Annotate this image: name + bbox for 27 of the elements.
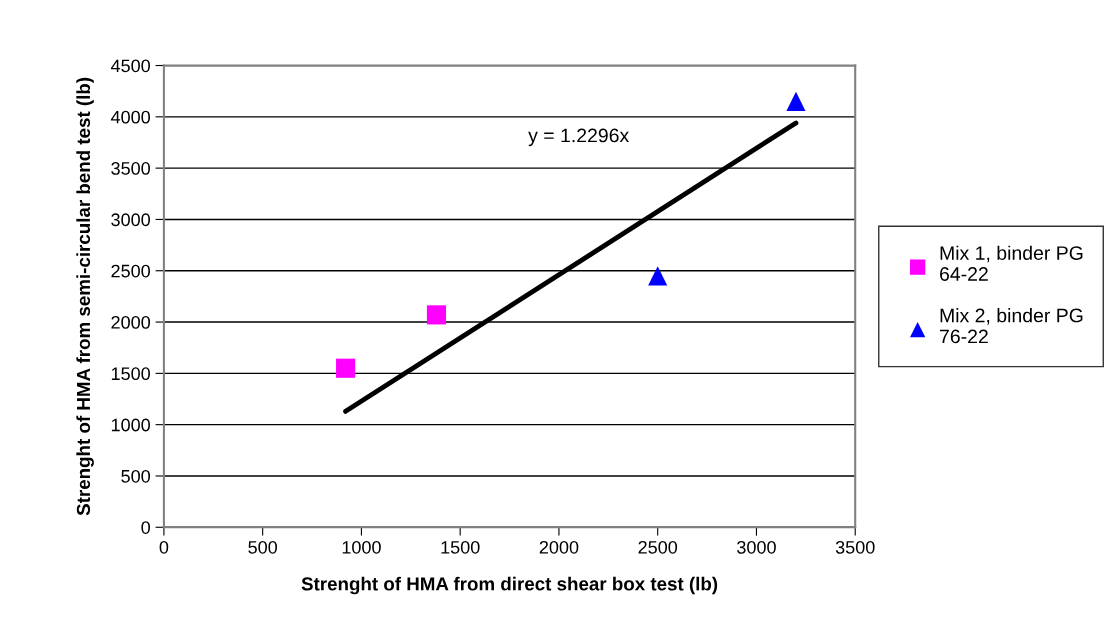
y-tick-label: 2000 xyxy=(111,315,151,329)
point xyxy=(426,305,447,325)
point xyxy=(336,358,356,378)
y-tick-label: 4500 xyxy=(110,59,151,73)
y-tick-label: 3000 xyxy=(111,213,151,227)
x-tick-label: 1500 xyxy=(441,540,480,554)
point xyxy=(648,266,668,286)
point xyxy=(786,91,806,112)
x-tick-label: 2500 xyxy=(638,540,678,554)
y-tick-label: 3500 xyxy=(111,162,151,175)
y-tick-label: 4000 xyxy=(110,110,151,124)
x-axis-title: Strenght of HMA from direct shear box test (lb) xyxy=(301,576,718,595)
x-tick-label: 0 xyxy=(159,540,169,554)
y-tick-label: 2500 xyxy=(111,264,151,278)
x-tick-label: 1000 xyxy=(342,540,381,554)
y-tick-label: 0 xyxy=(141,521,151,534)
x-tick-label: 3500 xyxy=(835,540,875,554)
y-tick-label: 500 xyxy=(121,469,151,483)
y-tick-label: 1000 xyxy=(111,418,151,432)
annotation: y = 1.2296x xyxy=(528,128,630,147)
legend-label: Mix 1, binder PG 64-22 xyxy=(940,245,1083,281)
y-axis-title: Strenght of HMA from semi-circular bend test (lb) xyxy=(76,77,94,516)
x-tick-label: 500 xyxy=(248,540,278,554)
y-tick-label: 1500 xyxy=(111,367,151,381)
x-tick-label: 2000 xyxy=(539,540,579,554)
x-tick-label: 3000 xyxy=(737,540,776,554)
legend-label: Mix 2, binder PG 76-22 xyxy=(940,308,1083,344)
